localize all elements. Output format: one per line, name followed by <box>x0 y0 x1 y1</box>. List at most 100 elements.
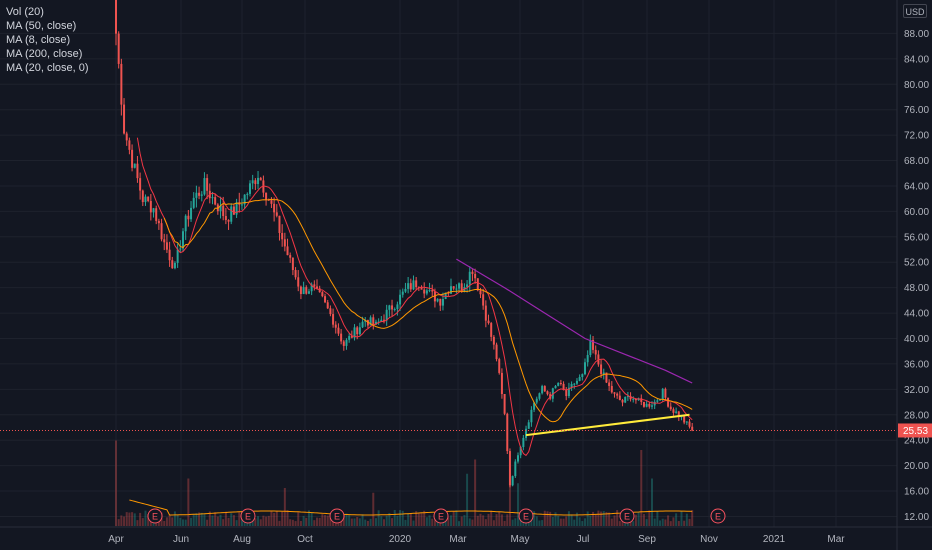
candle-body <box>575 380 578 384</box>
legend-item-vol[interactable]: Vol (20) <box>6 6 44 18</box>
candle-body <box>677 411 680 417</box>
volume-bar <box>198 512 201 526</box>
candle-body <box>624 396 627 403</box>
volume-bar <box>535 516 538 526</box>
volume-bar <box>286 510 289 526</box>
candle-body <box>316 286 318 289</box>
volume-bar <box>474 459 477 526</box>
volume-bar <box>232 515 235 526</box>
volume-bar <box>648 510 651 526</box>
earnings-letter: E <box>245 512 251 522</box>
earnings-circle <box>433 508 449 524</box>
volume-bar <box>428 515 431 526</box>
trendline[interactable] <box>525 413 690 437</box>
earnings-marker[interactable]: E <box>433 508 449 524</box>
candle-body <box>326 302 329 309</box>
price-tick-label: 20.00 <box>904 461 929 472</box>
volume-bar <box>358 518 361 526</box>
candle-body <box>578 377 581 381</box>
volume-bar <box>401 510 404 526</box>
volume-bar <box>393 509 396 526</box>
volume-bar <box>567 511 570 526</box>
volume-bar <box>115 440 117 526</box>
volume-bar <box>685 513 688 526</box>
time-tick-label: 2021 <box>763 534 786 545</box>
earnings-marker[interactable]: E <box>240 508 256 524</box>
volume-bar <box>557 516 560 526</box>
candle-body <box>297 277 300 287</box>
earnings-letter: E <box>152 512 158 522</box>
candle-body <box>388 305 391 310</box>
candle-body <box>281 232 284 240</box>
time-axis[interactable]: Apr Jun Aug Oct 2020 Mar May Jul Sep Nov 2021 Mar <box>108 534 845 545</box>
volume-bar <box>468 518 471 526</box>
volume-bar <box>597 510 600 526</box>
legend-item-ma8[interactable]: MA (8, close) <box>6 34 71 46</box>
volume-bar <box>452 510 455 526</box>
candle-body <box>487 320 490 324</box>
legend-item-ma50[interactable]: MA (50, close) <box>6 20 77 32</box>
volume-bar <box>495 514 498 526</box>
volume-bar <box>637 512 640 526</box>
earnings-marker[interactable]: E <box>329 508 345 524</box>
candle-body <box>490 323 493 337</box>
volume-bar <box>219 514 222 526</box>
candle-body <box>120 63 123 105</box>
candle-body <box>570 384 573 388</box>
earnings-marker[interactable]: E <box>619 508 635 524</box>
volume-bar <box>458 521 461 526</box>
time-tick-label: Jun <box>173 534 189 545</box>
volume-bar <box>380 516 383 526</box>
candle-body <box>305 287 308 294</box>
legend-item-ma20[interactable]: MA (20, close, 0) <box>6 62 89 74</box>
volume-bar <box>586 511 589 526</box>
candle-body <box>329 308 332 315</box>
candle-body <box>345 339 348 346</box>
candle-body <box>404 288 407 292</box>
price-tick-label: 52.00 <box>904 258 929 269</box>
candle-body <box>125 133 128 141</box>
ma-200-line <box>456 258 693 384</box>
volume-bar <box>500 514 503 526</box>
volume-bar <box>661 518 664 526</box>
volume-bar <box>407 513 410 526</box>
volume-bar <box>415 511 418 526</box>
currency-badge[interactable]: USD <box>903 4 927 18</box>
volume-bar <box>353 518 356 526</box>
price-tick-label: 24.00 <box>904 436 929 447</box>
volume-bar <box>235 520 238 526</box>
candle-body <box>372 317 375 325</box>
volume-bar <box>182 519 184 526</box>
volume-bar <box>299 520 302 526</box>
time-tick-label: May <box>511 534 530 545</box>
price-axis[interactable]: 12.00 16.00 20.00 24.00 28.00 32.00 36.00 40.00… <box>904 29 929 523</box>
volume-bar <box>460 516 463 526</box>
earnings-marker[interactable]: E <box>147 508 163 524</box>
volume-bar <box>653 518 656 526</box>
earnings-marker[interactable]: E <box>710 508 726 524</box>
volume-bar <box>230 513 233 526</box>
volume-bar <box>203 513 206 526</box>
earnings-marker[interactable]: E <box>518 508 534 524</box>
support-trendline[interactable] <box>525 413 690 437</box>
price-tick-label: 28.00 <box>904 410 929 421</box>
volume-bar <box>294 521 297 526</box>
candle-body <box>648 403 651 407</box>
candle-body <box>198 192 201 196</box>
legend-item-ma200[interactable]: MA (200, close) <box>6 48 83 60</box>
candle-body <box>182 231 184 249</box>
volume-bar <box>278 520 281 526</box>
candle-body <box>168 249 171 261</box>
volume-bar <box>227 517 230 526</box>
candle-body <box>554 385 557 389</box>
candle-body <box>476 278 479 291</box>
volume-bar <box>404 519 407 526</box>
candle-body <box>613 392 616 394</box>
candle-body <box>334 324 337 328</box>
volume-bar <box>642 514 645 526</box>
candle-body <box>433 291 436 302</box>
volume-bar <box>342 515 345 526</box>
candle-body <box>361 321 364 328</box>
